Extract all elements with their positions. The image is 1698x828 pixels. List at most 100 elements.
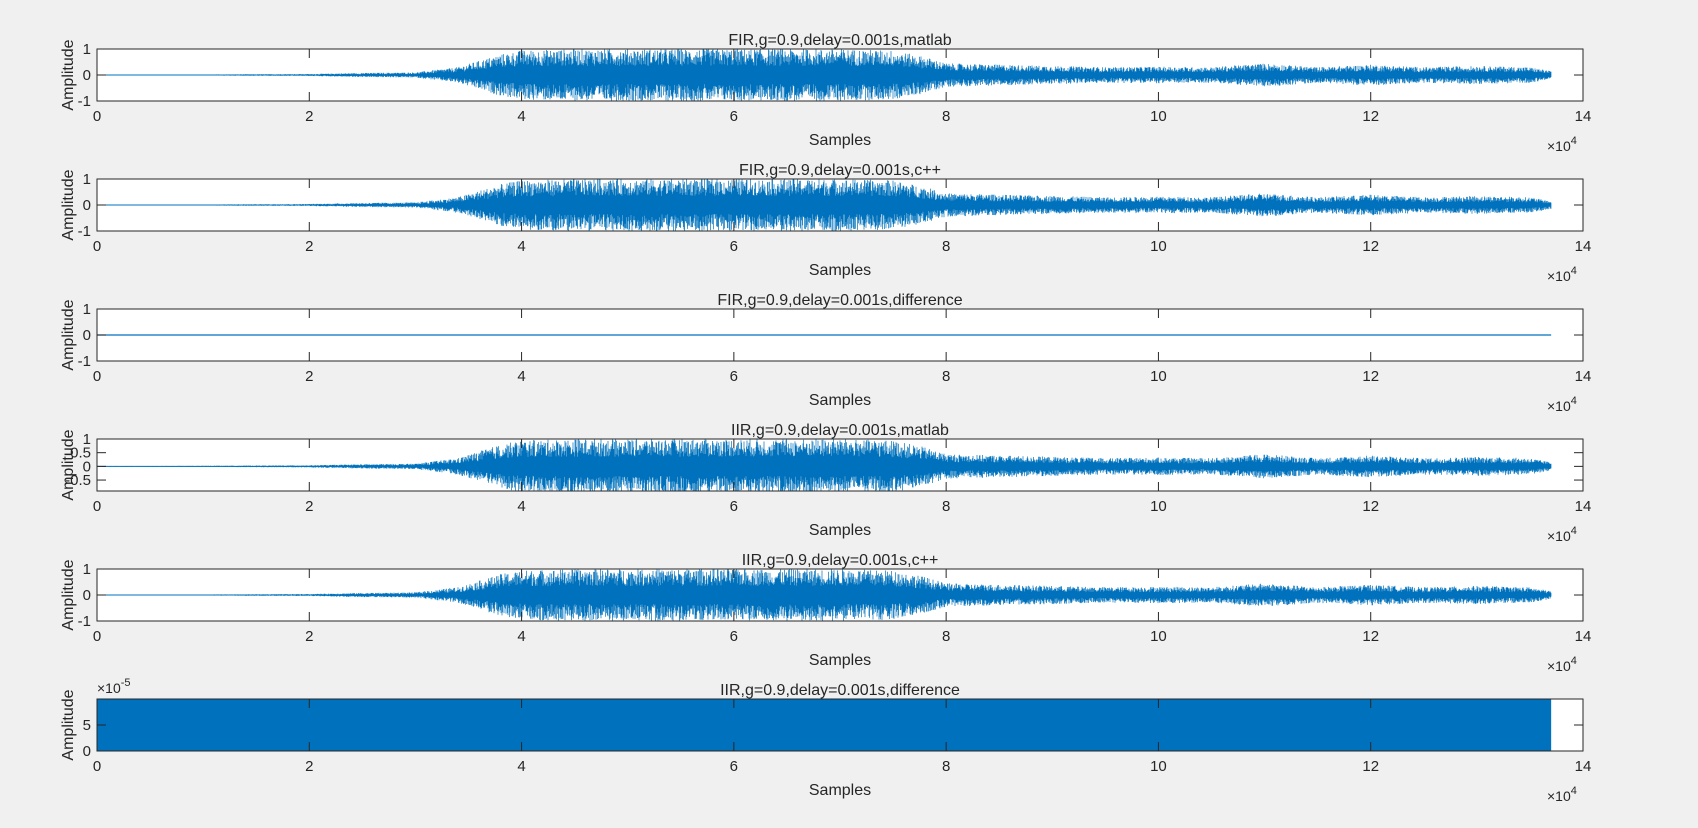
x-tick-label: 14 — [1575, 758, 1592, 775]
subplot-1: 0 2 4 6 8 10 12 14-101FIR,g=0.9,delay=0.001s,ma… — [60, 32, 1591, 154]
signal-series — [97, 699, 1552, 751]
signal-series — [97, 439, 1552, 491]
x-tick-label: 2 — [305, 368, 313, 385]
x-exponent-base: ×10 — [1547, 528, 1571, 544]
subplot-2: 0 2 4 6 8 10 12 14-101FIR,g=0.9,delay=0.001s,c+… — [60, 162, 1591, 284]
x-tick-label: 2 — [305, 108, 313, 125]
x-tick-label: 4 — [517, 368, 525, 385]
x-axis-label: Samples — [809, 522, 871, 539]
x-exponent-power: 4 — [1571, 135, 1577, 147]
x-tick-label: 4 — [517, 758, 525, 775]
x-tick-label: 12 — [1362, 498, 1379, 515]
x-tick-label: 12 — [1362, 238, 1379, 255]
y-tick-label: 1 — [83, 41, 91, 58]
x-tick-label: 4 — [517, 498, 525, 515]
x-tick-label: 14 — [1575, 368, 1592, 385]
x-tick-label: 10 — [1150, 108, 1167, 125]
x-tick-label: 8 — [942, 758, 950, 775]
signal-band — [97, 699, 1552, 751]
x-axis-label: Samples — [809, 652, 871, 669]
chart-title: FIR,g=0.9,delay=0.001s,difference — [717, 292, 962, 309]
chart-title: FIR,g=0.9,delay=0.001s,c++ — [739, 162, 941, 179]
y-tick-label: -1 — [78, 353, 91, 370]
x-tick-label: 0 — [93, 108, 101, 125]
y-tick-label: 0 — [83, 587, 91, 604]
x-exponent-base: ×10 — [1547, 268, 1571, 284]
y-tick-label: 0 — [83, 327, 91, 344]
y-tick-label: 0.5 — [70, 445, 91, 462]
y-tick-label: -1 — [78, 613, 91, 630]
x-tick-label: 2 — [305, 238, 313, 255]
y-axis-label: Amplitude — [60, 559, 77, 630]
y-tick-label: -1 — [78, 223, 91, 240]
y-axis-label: Amplitude — [60, 689, 77, 760]
x-axis-label: Samples — [809, 132, 871, 149]
x-exponent-power: 4 — [1571, 265, 1577, 277]
y-tick-label: -1 — [78, 93, 91, 110]
x-tick-label: 6 — [730, 758, 738, 775]
x-tick-label: 14 — [1575, 108, 1592, 125]
x-tick-label: 10 — [1150, 758, 1167, 775]
x-tick-label: 6 — [730, 238, 738, 255]
x-tick-label: 8 — [942, 628, 950, 645]
x-axis-label: Samples — [809, 782, 871, 799]
x-axis-label: Samples — [809, 262, 871, 279]
x-tick-label: 10 — [1150, 628, 1167, 645]
x-tick-label: 8 — [942, 108, 950, 125]
x-tick-label: 12 — [1362, 758, 1379, 775]
x-exponent-power: 4 — [1571, 525, 1577, 537]
subplot-6: 0 2 4 6 8 10 12 14 0 5 IIR,g=0.9,delay=0.001s,diff… — [60, 677, 1591, 804]
x-exponent-base: ×10 — [1547, 398, 1571, 414]
y-axis-label: Amplitude — [60, 39, 77, 110]
x-tick-label: 0 — [93, 238, 101, 255]
y-tick-label: 1 — [83, 171, 91, 188]
y-axis-label: Amplitude — [60, 299, 77, 370]
y-tick-label: 0 — [83, 743, 91, 760]
x-tick-label: 4 — [517, 238, 525, 255]
y-exponent-label: ×10-5 — [97, 677, 131, 696]
x-tick-label: 6 — [730, 368, 738, 385]
x-tick-label: 14 — [1575, 238, 1592, 255]
x-exponent-base: ×10 — [1547, 138, 1571, 154]
x-exponent-power: 4 — [1571, 395, 1577, 407]
signal-series — [97, 49, 1552, 101]
x-tick-label: 6 — [730, 498, 738, 515]
signal-series — [97, 569, 1552, 621]
x-tick-label: 12 — [1362, 108, 1379, 125]
x-tick-label: 0 — [93, 368, 101, 385]
x-exponent-label: ×104 — [1547, 135, 1577, 154]
x-tick-label: 12 — [1362, 628, 1379, 645]
x-exponent-label: ×104 — [1547, 265, 1577, 284]
x-tick-label: 2 — [305, 498, 313, 515]
x-tick-label: 10 — [1150, 238, 1167, 255]
y-exponent-power: -5 — [121, 677, 131, 689]
chart-title: IIR,g=0.9,delay=0.001s,c++ — [742, 552, 939, 569]
x-tick-label: 8 — [942, 238, 950, 255]
y-tick-label: 0 — [83, 197, 91, 214]
x-exponent-label: ×104 — [1547, 785, 1577, 804]
x-tick-label: 2 — [305, 758, 313, 775]
x-tick-label: 4 — [517, 108, 525, 125]
subplot-3: 0 2 4 6 8 10 12 14-101FIR,g=0.9,delay=0.001s,di… — [60, 292, 1591, 414]
x-tick-label: 8 — [942, 368, 950, 385]
x-exponent-label: ×104 — [1547, 655, 1577, 674]
x-exponent-power: 4 — [1571, 785, 1577, 797]
x-exponent-label: ×104 — [1547, 395, 1577, 414]
x-tick-label: 0 — [93, 498, 101, 515]
subplot-5: 0 2 4 6 8 10 12 14-101IIR,g=0.9,delay=0.001s,c+… — [60, 552, 1591, 674]
y-tick-label: 1 — [83, 431, 91, 448]
x-tick-label: 0 — [93, 758, 101, 775]
x-tick-label: 2 — [305, 628, 313, 645]
x-tick-label: 10 — [1150, 368, 1167, 385]
x-tick-label: 6 — [730, 108, 738, 125]
x-exponent-base: ×10 — [1547, 658, 1571, 674]
y-tick-label: -0.5 — [65, 472, 91, 489]
x-tick-label: 14 — [1575, 498, 1592, 515]
x-exponent-base: ×10 — [1547, 788, 1571, 804]
x-tick-label: 0 — [93, 628, 101, 645]
chart-title: IIR,g=0.9,delay=0.001s,matlab — [731, 422, 949, 439]
x-tick-label: 4 — [517, 628, 525, 645]
signal-series — [97, 179, 1552, 231]
chart-title: FIR,g=0.9,delay=0.001s,matlab — [728, 32, 951, 49]
y-tick-label: 5 — [83, 717, 91, 734]
